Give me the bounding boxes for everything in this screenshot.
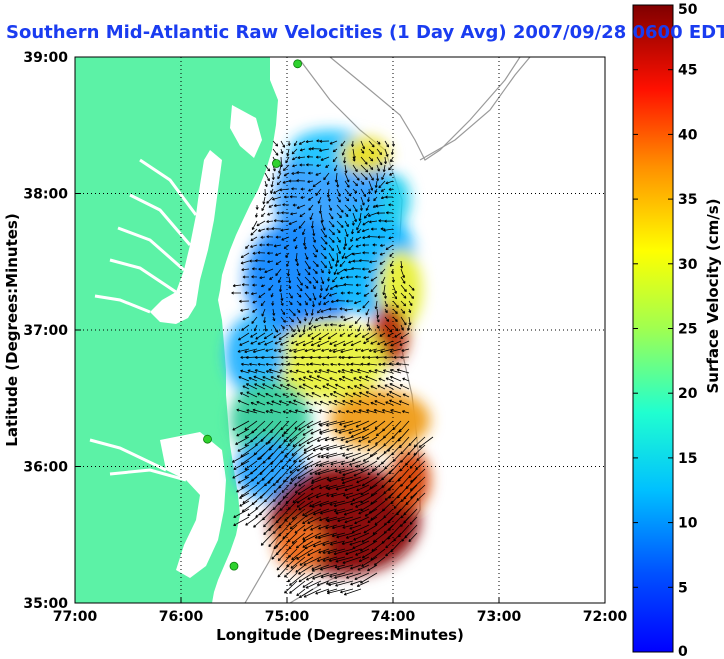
- y-tick-label: 39:00: [23, 50, 68, 66]
- x-tick-label: 74:00: [371, 609, 416, 625]
- bathymetry-contour: [419, 57, 531, 161]
- y-axis-ticks: 39:00 38:00 37:00 36:00 35:00: [23, 50, 81, 612]
- y-axis-label: Latitude (Degrees:Minutes): [3, 213, 21, 446]
- x-axis-label: Longitude (Degrees:Minutes): [216, 626, 464, 644]
- gridlines: [75, 57, 605, 603]
- x-axis-ticks: 77:00 76:00 75:00 74:00 73:00 72:00: [53, 597, 628, 625]
- station-marker: [293, 59, 303, 69]
- y-tick-label: 37:00: [23, 323, 68, 339]
- station-marker: [203, 434, 212, 444]
- bathymetry-contour: [329, 57, 521, 161]
- station-marker: [271, 159, 281, 168]
- x-tick-label: 72:00: [583, 609, 628, 625]
- x-tick-label: 76:00: [159, 609, 204, 625]
- map-title: Southern Mid-Atlantic Raw Velocities (1 …: [6, 22, 724, 43]
- x-tick-label: 75:00: [265, 609, 310, 625]
- rivers: [89, 158, 198, 482]
- velocity-field: [225, 130, 430, 575]
- y-tick-label: 38:00: [23, 187, 68, 203]
- x-tick-label: 73:00: [477, 609, 522, 625]
- x-tick-label: 77:00: [53, 609, 98, 625]
- pamlico-sound: [160, 432, 226, 578]
- velocity-vectors: [231, 139, 434, 598]
- y-tick-label: 36:00: [23, 460, 68, 476]
- delaware-bay: [230, 105, 262, 158]
- station-marker: [229, 561, 239, 571]
- y-tick-label: 35:00: [23, 596, 68, 612]
- radar-stations: [203, 59, 303, 571]
